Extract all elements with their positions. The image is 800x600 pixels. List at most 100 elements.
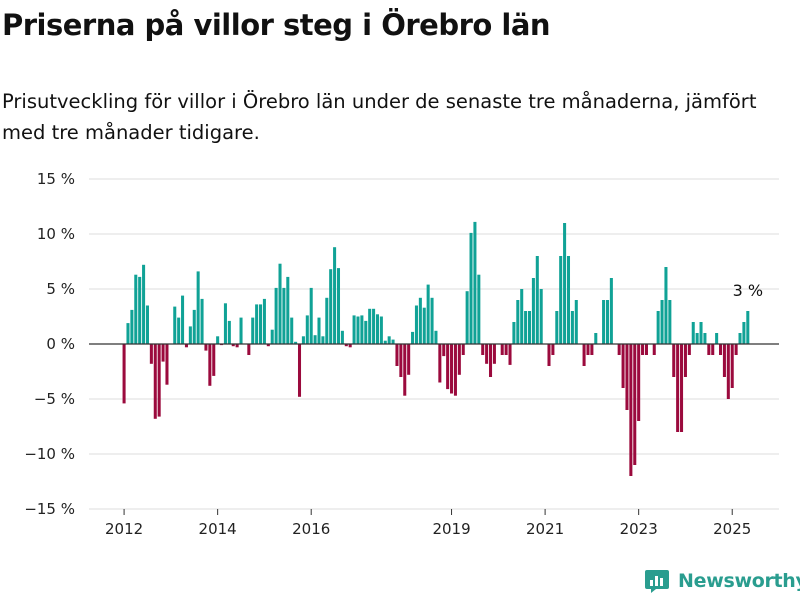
- bar: [173, 306, 177, 344]
- x-tick-label: 2014: [199, 520, 237, 538]
- bar: [360, 315, 364, 344]
- newsworthy-logo[interactable]: Newsworthy: [644, 568, 800, 594]
- bar: [683, 344, 687, 377]
- brand-name: Newsworthy: [678, 570, 800, 592]
- bar: [266, 344, 270, 347]
- y-tick-label: −10 %: [24, 445, 75, 463]
- x-tick-label: 2025: [713, 520, 751, 538]
- bar: [477, 274, 481, 344]
- bar: [641, 344, 645, 355]
- bar: [461, 344, 465, 355]
- bar: [707, 344, 711, 355]
- bar: [473, 221, 477, 344]
- bar: [527, 311, 532, 344]
- bar: [551, 344, 555, 355]
- bar: [481, 344, 485, 355]
- bar: [379, 316, 383, 344]
- bar: [387, 336, 391, 344]
- y-tick-label: −15 %: [24, 500, 75, 518]
- bar: [282, 287, 286, 344]
- bar: [746, 311, 750, 344]
- bar: [286, 276, 290, 344]
- y-tick-label: 10 %: [37, 225, 75, 243]
- bar: [691, 322, 695, 344]
- bar: [255, 304, 259, 344]
- bar: [516, 300, 520, 344]
- bar: [122, 344, 126, 404]
- bar: [590, 344, 594, 355]
- bar: [726, 344, 730, 399]
- bar: [259, 304, 263, 344]
- bar: [644, 344, 648, 355]
- bar: [602, 300, 606, 344]
- bar: [586, 344, 590, 355]
- bar: [223, 303, 227, 344]
- bar: [605, 300, 609, 344]
- bar: [403, 344, 407, 396]
- bar: [450, 344, 454, 394]
- bar: [383, 340, 387, 344]
- bar: [181, 295, 185, 344]
- y-tick-label: 5 %: [46, 280, 75, 298]
- x-axis: 2012 2014 2016 2019 2021 2023 2025: [105, 509, 751, 538]
- bar: [695, 333, 699, 344]
- bar: [325, 297, 329, 344]
- bar: [738, 333, 742, 344]
- bar: [317, 317, 321, 344]
- bar: [399, 344, 403, 377]
- bar: [227, 320, 231, 344]
- bar: [531, 278, 535, 344]
- bar: [239, 317, 243, 344]
- bar: [457, 344, 461, 375]
- bar: [138, 276, 142, 344]
- bar: [251, 317, 255, 344]
- annotations: 3 %: [733, 281, 763, 300]
- bar: [637, 344, 641, 421]
- bar: [594, 333, 598, 344]
- bar: [407, 344, 411, 375]
- bar: [204, 344, 208, 351]
- bar: [672, 344, 676, 377]
- bar: [247, 344, 251, 355]
- bar: [547, 344, 551, 366]
- bar: [391, 339, 395, 344]
- x-tick-label: 2021: [526, 520, 564, 538]
- bar: [414, 305, 418, 344]
- bar: [446, 344, 450, 390]
- bar: [348, 344, 352, 348]
- bar: [270, 329, 274, 344]
- chart-title: Priserna på villor steg i Örebro län: [2, 8, 551, 42]
- bar: [465, 291, 469, 344]
- bar: [711, 344, 715, 355]
- x-tick-label: 2012: [105, 520, 143, 538]
- bar: [742, 322, 746, 344]
- bar: [216, 336, 220, 344]
- bar: [153, 344, 157, 419]
- last-value-label: 3 %: [733, 281, 763, 300]
- bar: [340, 330, 344, 344]
- bar: [633, 344, 637, 465]
- bar: [430, 297, 434, 344]
- bar: [559, 256, 563, 344]
- bar: [364, 320, 368, 344]
- bar: [734, 344, 738, 355]
- bar: [309, 287, 313, 344]
- bar: [395, 344, 399, 366]
- bar: [294, 341, 298, 344]
- bar: [196, 271, 200, 344]
- bar: [539, 289, 543, 344]
- bar: [356, 316, 360, 344]
- bar: [336, 268, 341, 344]
- bar: [730, 344, 734, 388]
- bar: [352, 315, 356, 344]
- x-tick-label: 2023: [620, 520, 658, 538]
- bar: [368, 308, 372, 344]
- bar: [625, 344, 629, 410]
- bar: [274, 287, 278, 344]
- y-axis: 15 % 10 % 5 % 0 % −5 % −10 % −15 %: [24, 170, 75, 518]
- bar: [372, 308, 376, 344]
- bar: [563, 223, 567, 344]
- y-tick-label: 15 %: [37, 170, 75, 188]
- bar: [570, 311, 574, 344]
- bar: [524, 311, 528, 344]
